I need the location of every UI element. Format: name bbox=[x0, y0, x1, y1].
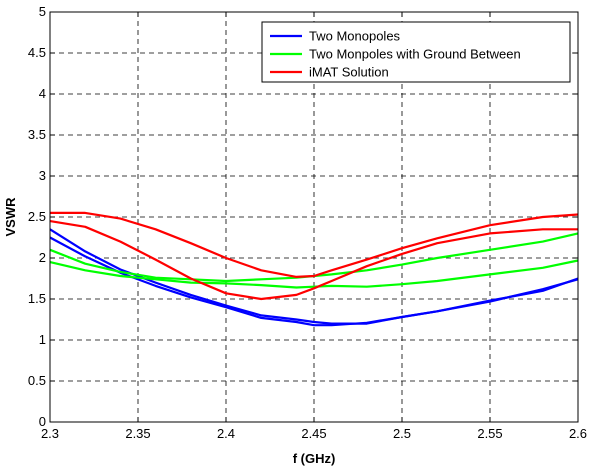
y-tick-label: 5 bbox=[39, 4, 46, 19]
y-tick-label: 0 bbox=[39, 414, 46, 429]
legend-label: Two Monpoles with Ground Between bbox=[309, 47, 521, 62]
x-tick-label: 2.5 bbox=[393, 426, 411, 441]
y-tick-label: 2.5 bbox=[28, 209, 46, 224]
y-tick-label: 3 bbox=[39, 168, 46, 183]
y-tick-labels: 0 0.5 1 1.5 2 2.5 3 3.5 4 4.5 5 bbox=[28, 4, 46, 429]
legend-label: iMAT Solution bbox=[309, 65, 389, 80]
series-line-6 bbox=[49, 220, 578, 301]
axis-ticks bbox=[49, 11, 579, 423]
x-tick-labels: 2.3 2.35 2.4 2.45 2.5 2.55 2.6 bbox=[41, 426, 587, 441]
legend-box bbox=[261, 21, 571, 83]
x-tick-label: 2.35 bbox=[125, 426, 150, 441]
x-tick-label: 2.45 bbox=[301, 426, 326, 441]
x-tick-label: 2.6 bbox=[569, 426, 587, 441]
y-tick-label: 4 bbox=[39, 86, 46, 101]
series-lines bbox=[49, 211, 579, 327]
y-tick-label: 1.5 bbox=[28, 291, 46, 306]
legend: Two Monopoles Two Monpoles with Ground Be… bbox=[261, 21, 571, 83]
y-tick-label: 4.5 bbox=[28, 45, 46, 60]
x-tick-label: 2.4 bbox=[217, 426, 235, 441]
x-tick-label: 2.55 bbox=[477, 426, 502, 441]
x-tick-label: 2.3 bbox=[41, 426, 59, 441]
y-tick-label: 0.5 bbox=[28, 373, 46, 388]
series-line-5 bbox=[50, 211, 579, 278]
series-line-4 bbox=[49, 259, 579, 289]
x-axis-title: f (GHz) bbox=[293, 451, 336, 466]
series-line-2 bbox=[49, 236, 579, 327]
y-tick-label: 3.5 bbox=[28, 127, 46, 142]
legend-label: Two Monopoles bbox=[309, 29, 401, 44]
y-axis-title: VSWR bbox=[3, 197, 18, 237]
y-tick-label: 1 bbox=[39, 332, 46, 347]
y-tick-label: 2 bbox=[39, 250, 46, 265]
